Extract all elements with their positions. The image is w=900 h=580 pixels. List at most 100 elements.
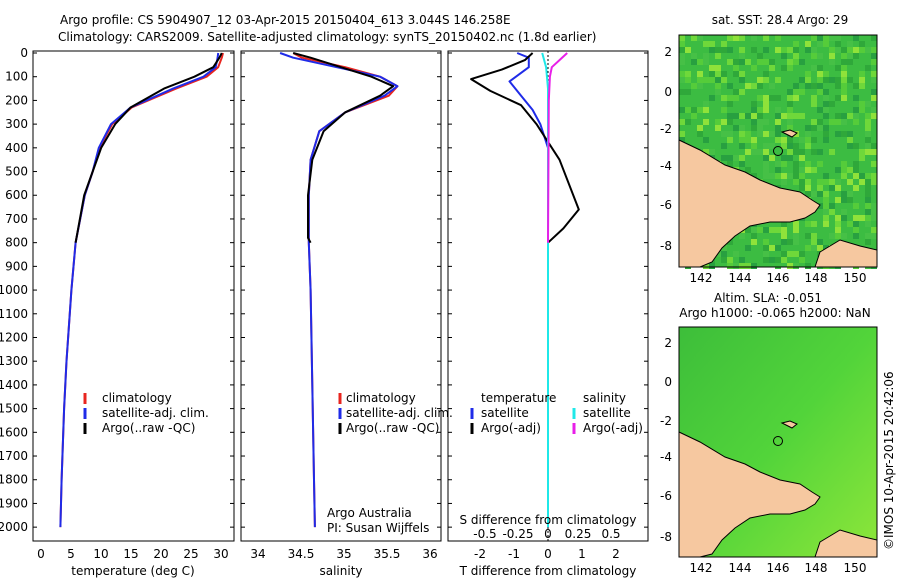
sst-pixel bbox=[679, 41, 685, 47]
sst-pixel bbox=[751, 83, 757, 89]
sst-pixel bbox=[757, 59, 763, 65]
sst-pixel bbox=[757, 125, 763, 131]
sst-ytick: 2 bbox=[664, 45, 672, 59]
sst-pixel bbox=[769, 131, 775, 137]
sst-pixel bbox=[847, 77, 853, 83]
sst-pixel bbox=[763, 59, 769, 65]
sst-pixel bbox=[763, 149, 769, 155]
sst-pixel bbox=[709, 263, 715, 269]
sst-pixel bbox=[859, 101, 865, 107]
sst-pixel bbox=[721, 143, 727, 149]
sst-pixel bbox=[703, 77, 709, 83]
diff-legend: temperature salinity satellite Argo(-adj… bbox=[470, 391, 643, 435]
series-line-temperature-satellite bbox=[508, 52, 549, 528]
sst-pixel bbox=[823, 191, 829, 197]
sst-pixel bbox=[865, 233, 871, 239]
sst-pixel bbox=[859, 155, 865, 161]
sst-pixel bbox=[739, 107, 745, 113]
sst-pixel bbox=[775, 173, 781, 179]
sst-pixel bbox=[793, 227, 799, 233]
sal-xtick: 35 bbox=[336, 547, 351, 561]
diff-xtick: 2 bbox=[612, 547, 620, 561]
temp-xlabel: temperature (deg C) bbox=[71, 564, 194, 578]
sst-xtick: 142 bbox=[690, 271, 713, 285]
sst-pixel bbox=[697, 35, 703, 41]
sst-pixel bbox=[733, 71, 739, 77]
sst-pixel bbox=[871, 107, 877, 113]
sst-pixel bbox=[721, 47, 727, 53]
sst-pixel bbox=[709, 119, 715, 125]
sst-map bbox=[678, 34, 878, 269]
sst-pixel bbox=[763, 47, 769, 53]
sst-pixel bbox=[841, 167, 847, 173]
sst-pixel bbox=[781, 53, 787, 59]
sst-map-title: sat. SST: 28.4 Argo: 29 bbox=[712, 13, 849, 27]
sst-pixel bbox=[739, 137, 745, 143]
legend-label: satellite bbox=[481, 406, 529, 420]
sst-pixel bbox=[847, 179, 853, 185]
sst-pixel bbox=[769, 65, 775, 71]
sst-pixel bbox=[745, 227, 751, 233]
sst-pixel bbox=[823, 179, 829, 185]
sst-pixel bbox=[865, 71, 871, 77]
sst-pixel bbox=[745, 95, 751, 101]
sst-pixel bbox=[811, 125, 817, 131]
sst-pixel bbox=[781, 233, 787, 239]
sst-pixel bbox=[859, 143, 865, 149]
sla-ytick: -6 bbox=[660, 489, 672, 503]
sst-pixel bbox=[829, 119, 835, 125]
sst-pixel bbox=[793, 167, 799, 173]
sst-pixel bbox=[871, 203, 877, 209]
sst-pixel bbox=[853, 35, 859, 41]
sst-pixel bbox=[823, 209, 829, 215]
legend-label: Argo(..raw -QC) bbox=[346, 421, 439, 435]
sst-pixel bbox=[811, 245, 817, 251]
sst-pixel bbox=[697, 59, 703, 65]
sst-pixel bbox=[835, 149, 841, 155]
sst-pixel bbox=[799, 89, 805, 95]
sst-pixel bbox=[781, 257, 787, 263]
sst-pixel bbox=[793, 35, 799, 41]
sst-pixel bbox=[799, 41, 805, 47]
temp-xtick: 20 bbox=[153, 547, 168, 561]
diff-xtick: 0 bbox=[544, 547, 552, 561]
sst-pixel bbox=[703, 137, 709, 143]
sst-pixel bbox=[715, 125, 721, 131]
sst-pixel bbox=[751, 95, 757, 101]
sst-pixel bbox=[727, 257, 733, 263]
sst-pixel bbox=[763, 35, 769, 41]
sal-xtick: 34.5 bbox=[288, 547, 315, 561]
sst-pixel bbox=[757, 227, 763, 233]
sst-pixel bbox=[829, 35, 835, 41]
sst-pixel bbox=[721, 71, 727, 77]
sst-pixel bbox=[847, 197, 853, 203]
sst-pixel bbox=[757, 83, 763, 89]
sst-pixel bbox=[817, 239, 823, 245]
sst-pixel bbox=[781, 47, 787, 53]
sst-pixel bbox=[709, 71, 715, 77]
sst-pixel bbox=[835, 83, 841, 89]
temp-xtick: 25 bbox=[183, 547, 198, 561]
sst-pixel bbox=[811, 47, 817, 53]
sst-pixel bbox=[781, 155, 787, 161]
sst-pixel bbox=[829, 209, 835, 215]
sst-pixel bbox=[727, 41, 733, 47]
sst-pixel bbox=[847, 137, 853, 143]
sst-pixel bbox=[835, 185, 841, 191]
sst-pixel bbox=[829, 59, 835, 65]
sst-pixel bbox=[793, 95, 799, 101]
sst-pixel bbox=[715, 53, 721, 59]
sst-pixel bbox=[847, 41, 853, 47]
sst-pixel bbox=[817, 167, 823, 173]
sst-pixel bbox=[751, 149, 757, 155]
sst-pixel bbox=[835, 77, 841, 83]
sst-pixel bbox=[733, 35, 739, 41]
sst-pixel bbox=[709, 35, 715, 41]
sst-pixel bbox=[757, 233, 763, 239]
sst-pixel bbox=[811, 191, 817, 197]
sst-pixel bbox=[853, 107, 859, 113]
legend-label: satellite-adj. clim. bbox=[346, 406, 453, 420]
series-line-argo-raw-qc bbox=[292, 52, 395, 244]
sla-ytick: -2 bbox=[660, 414, 672, 428]
sst-pixel bbox=[763, 131, 769, 137]
